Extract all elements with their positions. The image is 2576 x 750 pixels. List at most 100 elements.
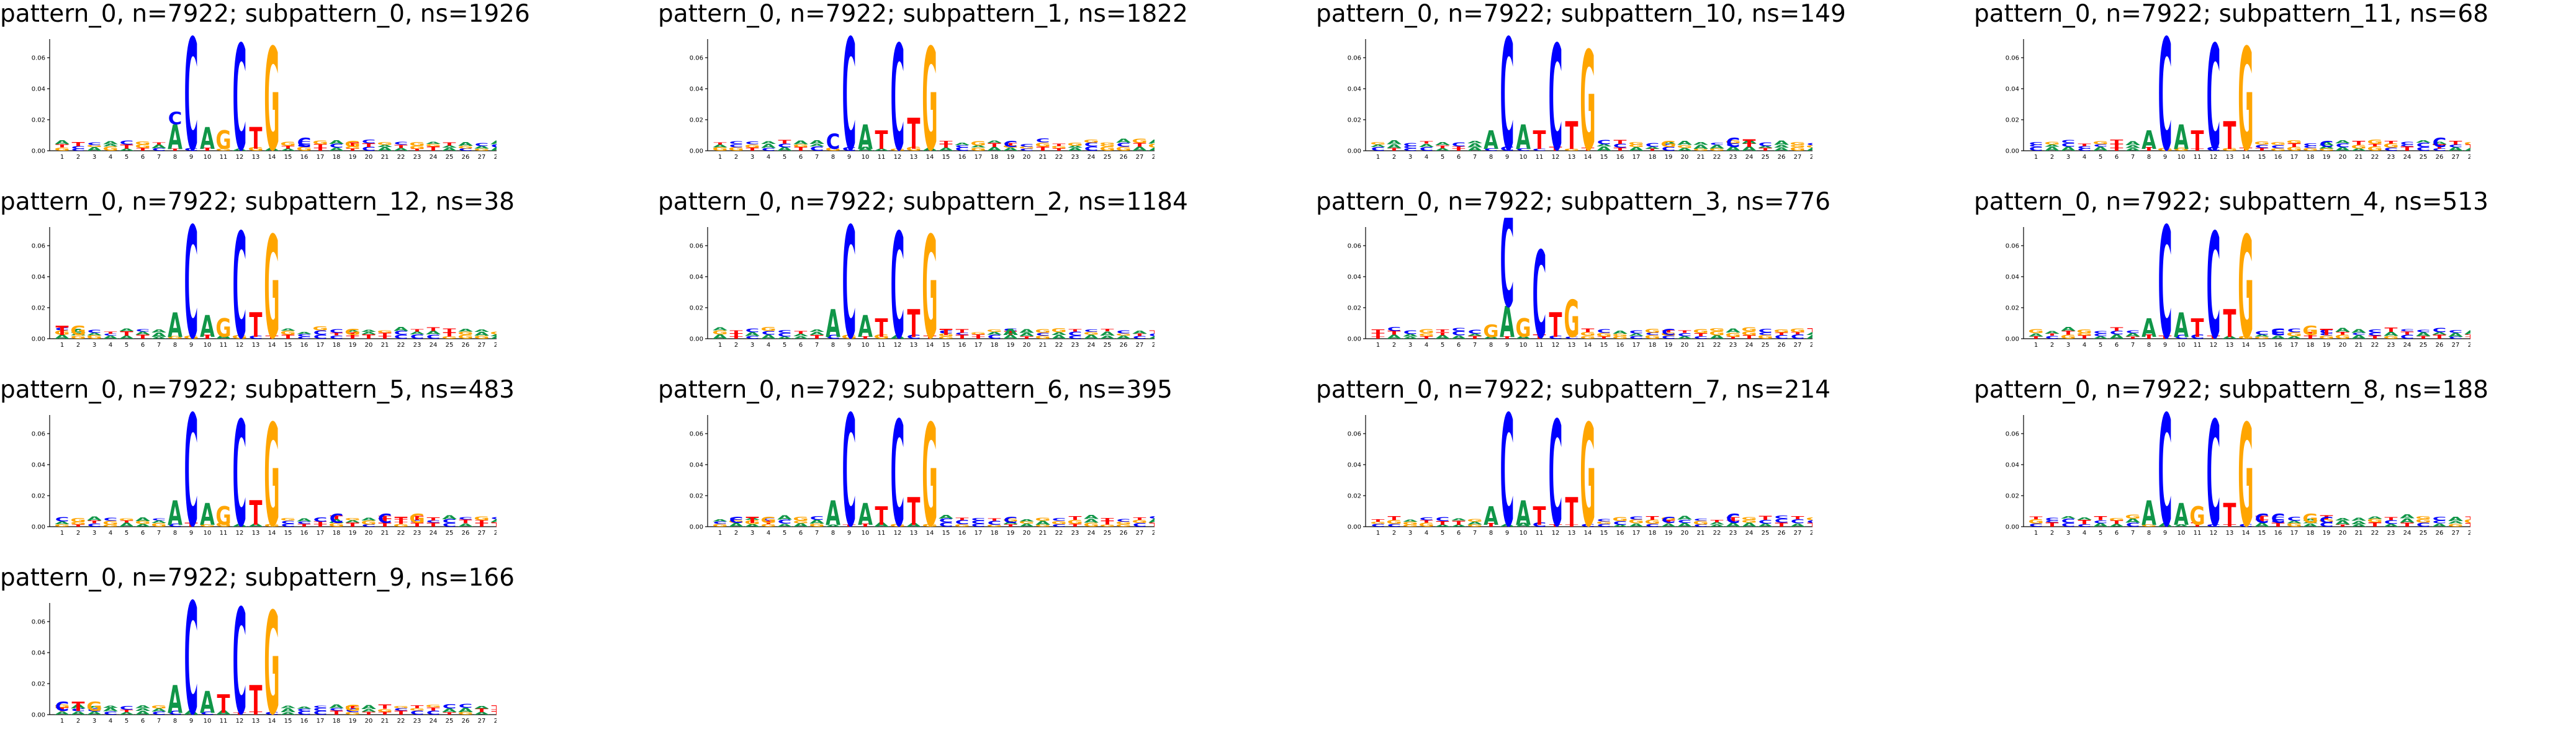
- x-tick-label: 15: [942, 530, 950, 537]
- logo-letter: T: [1743, 137, 1756, 150]
- motif-letter: C: [2158, 218, 2173, 373]
- x-tick-label: 12: [1552, 154, 1560, 161]
- logo-letter: G: [1612, 516, 1628, 522]
- x-tick-label: 8: [831, 154, 835, 161]
- logo-letter: G: [409, 141, 425, 147]
- logo-letter: T: [714, 142, 727, 145]
- x-tick-label: 8: [2147, 530, 2151, 537]
- logo-letter: T: [459, 519, 473, 524]
- x-tick-label: 8: [173, 530, 177, 537]
- logo-letter: C: [1387, 326, 1402, 333]
- logo-letter: G: [361, 520, 376, 526]
- logo-letter: G: [1660, 331, 1676, 336]
- logo-letter: C: [313, 707, 328, 712]
- x-tick-label: 4: [1425, 342, 1428, 349]
- logo-letter: A: [216, 710, 231, 717]
- logo-letter: G: [2318, 519, 2334, 524]
- x-tick-label: 3: [92, 718, 96, 725]
- logo-letter: G: [2302, 324, 2318, 339]
- logo-letter: A: [1387, 140, 1402, 146]
- y-tick-label: 0.00: [32, 336, 45, 343]
- logo-letter: A: [2432, 141, 2447, 145]
- logo-letter: C: [362, 524, 376, 528]
- logo-letter: A: [2109, 523, 2125, 527]
- logo-letter: T: [330, 515, 344, 520]
- y-tick-label: 0.00: [2006, 524, 2019, 531]
- x-tick-label: 13: [910, 342, 918, 349]
- x-tick-label: 13: [252, 718, 260, 725]
- logo-letter: A: [1677, 516, 1693, 521]
- logo-letter: A: [2271, 335, 2286, 340]
- logo-letter: G: [1806, 517, 1813, 521]
- x-tick-label: 24: [430, 342, 438, 349]
- logo-letter: T: [2094, 516, 2108, 522]
- x-tick-label: 6: [141, 342, 145, 349]
- logo-letter: C: [88, 142, 102, 146]
- logo-letter: C: [842, 146, 857, 152]
- motif-letter: C: [184, 30, 199, 185]
- logo-letter: T: [475, 708, 489, 713]
- logo-letter: A: [1709, 524, 1724, 527]
- logo-letter: A: [890, 334, 906, 340]
- x-tick-label: 10: [204, 154, 212, 161]
- logo-letter: T: [298, 523, 312, 527]
- x-tick-label: 19: [349, 154, 357, 161]
- x-tick-label: 22: [397, 154, 405, 161]
- x-tick-label: 28: [2468, 342, 2470, 349]
- logo-letter: G: [215, 148, 231, 151]
- logo-letter: A: [87, 711, 102, 716]
- logo-letter: C: [313, 334, 328, 340]
- logo-letter: T: [940, 143, 953, 149]
- logo-letter: G: [1002, 518, 1018, 522]
- logo-letter: A: [1806, 147, 1813, 152]
- x-tick-label: 20: [1681, 154, 1689, 161]
- logo-letter: A: [1019, 523, 1035, 528]
- logo-panel: pattern_0, n=7922; subpattern_12, ns=38 0…: [0, 188, 621, 374]
- x-tick-label: 11: [878, 154, 886, 161]
- logo-letter: T: [120, 144, 133, 150]
- x-tick-label: 17: [975, 154, 983, 161]
- x-tick-label: 20: [2339, 342, 2347, 349]
- logo-letter: G: [1035, 141, 1050, 148]
- logo-letter: C: [249, 334, 263, 340]
- panel-title: pattern_0, n=7922; subpattern_7, ns=214: [1316, 376, 1831, 404]
- x-tick-label: 13: [252, 530, 260, 537]
- x-tick-label: 20: [365, 530, 373, 537]
- logo-letter: G: [1741, 516, 1757, 520]
- logo-letter: C: [104, 517, 118, 522]
- logo-letter: T: [411, 515, 425, 521]
- motif-letter: A: [1516, 118, 1531, 158]
- x-tick-label: 23: [1729, 154, 1737, 161]
- logo-letter: T: [492, 709, 497, 712]
- x-tick-label: 6: [141, 154, 145, 161]
- x-tick-label: 17: [2290, 530, 2299, 537]
- panel-title: pattern_0, n=7922; subpattern_11, ns=68: [1974, 0, 2488, 28]
- logo-panel: pattern_0, n=7922; subpattern_11, ns=68 0…: [1974, 0, 2576, 186]
- motif-letter: T: [875, 501, 888, 532]
- logo-letter: C: [1403, 329, 1418, 336]
- logo-letter: T: [2061, 330, 2075, 336]
- logo-letter: T: [1101, 517, 1114, 522]
- x-tick-label: 27: [1136, 530, 1144, 537]
- logo-letter: A: [361, 517, 377, 522]
- x-tick-label: 4: [1425, 530, 1428, 537]
- logo-letter: T: [1388, 516, 1402, 522]
- x-tick-label: 24: [1745, 530, 1754, 537]
- y-tick-label: 0.06: [2006, 55, 2019, 62]
- x-tick-label: 10: [1520, 154, 1528, 161]
- x-tick-label: 15: [942, 154, 950, 161]
- motif-letter: G: [264, 218, 279, 371]
- logo-letter: C: [297, 521, 312, 525]
- logo-letter: C: [1403, 146, 1418, 150]
- logo-letter: T: [282, 334, 295, 340]
- x-tick-label: 4: [2083, 154, 2086, 161]
- x-tick-label: 16: [300, 718, 308, 725]
- logo-letter: C: [346, 708, 360, 713]
- logo-letter: G: [1644, 334, 1660, 340]
- logo-letter: A: [426, 141, 441, 145]
- motif-letter: G: [2189, 501, 2205, 532]
- x-tick-label: 23: [1071, 154, 1079, 161]
- x-tick-label: 16: [2274, 342, 2282, 349]
- motif-letter: A: [2174, 498, 2189, 532]
- x-tick-label: 20: [1681, 530, 1689, 537]
